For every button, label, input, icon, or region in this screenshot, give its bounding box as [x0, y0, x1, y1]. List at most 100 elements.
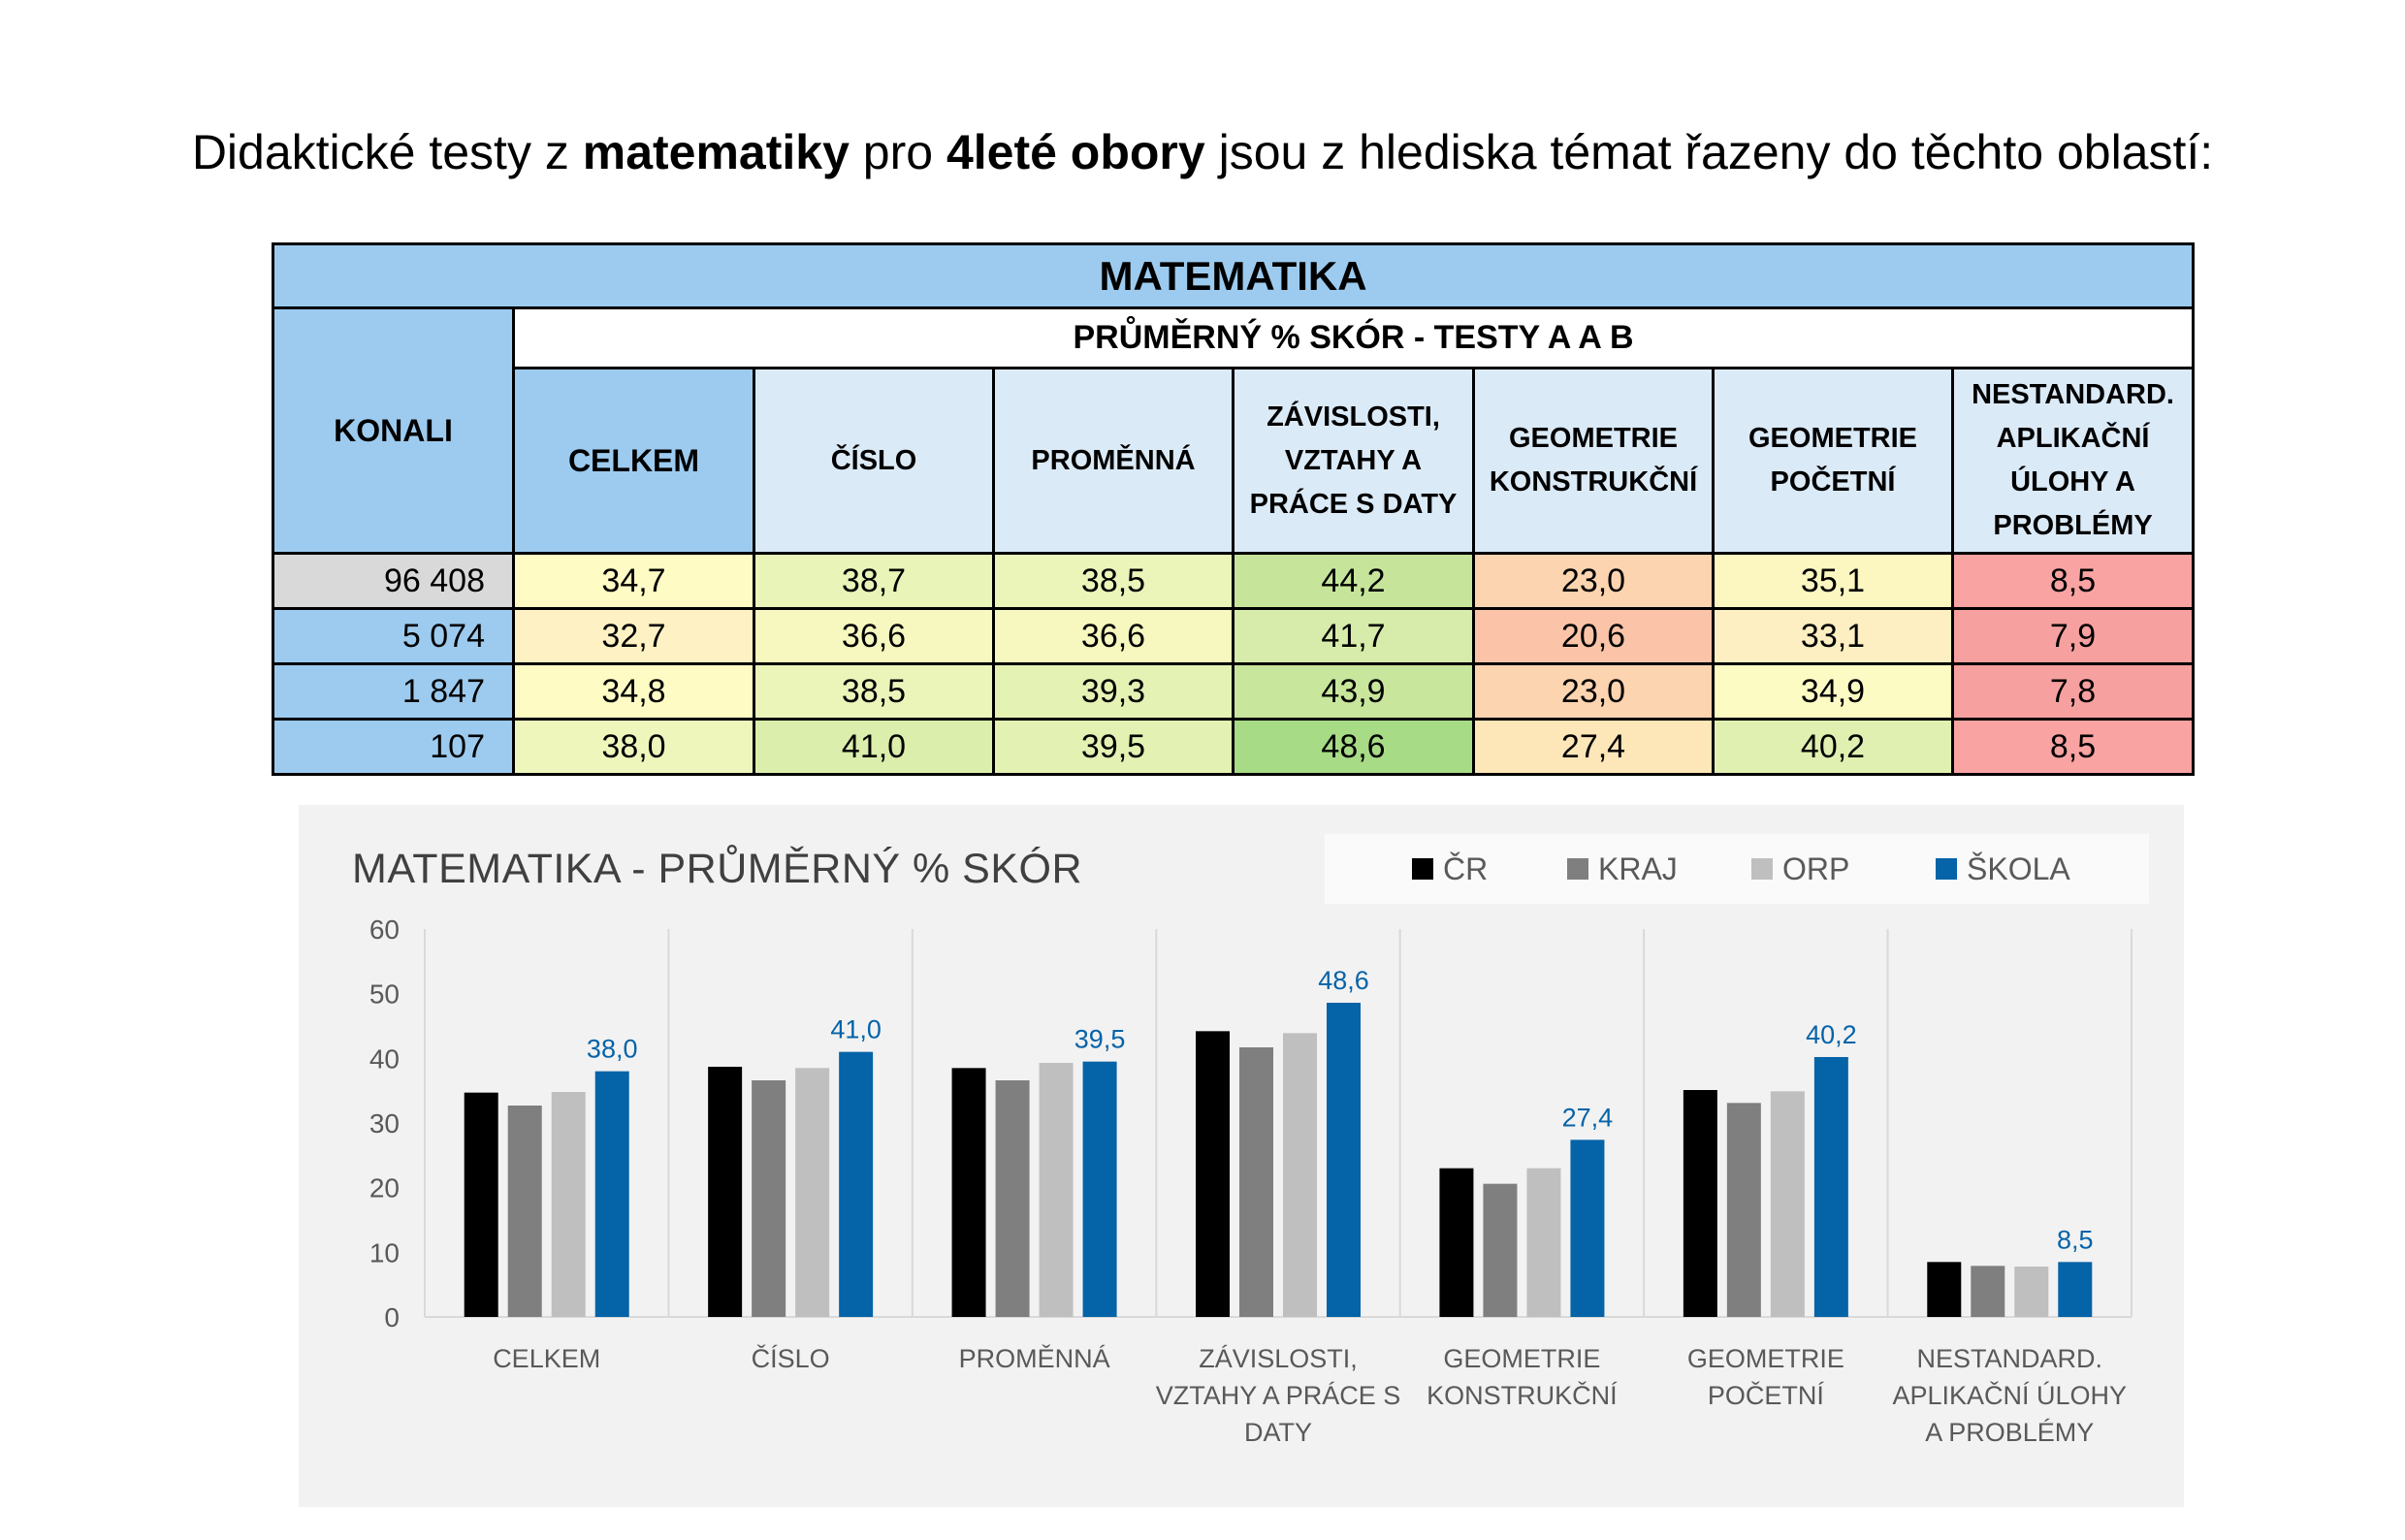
- score-cell: 34,8: [512, 662, 755, 721]
- results-table: MATEMATIKA KONALI PRŮMĚRNÝ % SKÓR - TEST…: [271, 242, 2196, 776]
- legend-item: KRAJ: [1567, 834, 1678, 904]
- chart-title: MATEMATIKA - PRŮMĚRNÝ % SKÓR: [352, 846, 1083, 892]
- data-label: 8,5: [2057, 1225, 2094, 1254]
- data-label: 40,2: [1806, 1020, 1857, 1049]
- bar: [1082, 1061, 1117, 1317]
- column-header-line: ZÁVISLOSTI,: [1267, 401, 1440, 433]
- intro-bold-program: 4leté obory: [946, 125, 1205, 179]
- table-row: 96 408 34,7 38,7 38,5 44,2 23,0 35,1 8,5: [272, 552, 2196, 610]
- column-header-line: APLIKAČNÍ: [1996, 423, 2150, 454]
- score-cell: 40,2: [1712, 718, 1954, 776]
- bar: [1570, 1139, 1605, 1317]
- column-header-line: KONSTRUKČNÍ: [1489, 466, 1698, 497]
- column-header-line: PROMĚNNÁ: [1031, 444, 1196, 476]
- table-subheader: PRŮMĚRNÝ % SKÓR - TESTY A A B: [511, 306, 2196, 369]
- column-header-line: PROBLÉMY: [1993, 510, 2153, 541]
- bar-chart: 0 10 20 30 40 50 60 38,0 CELKEM 41,0 ČÍSLO 39,5 PROM…: [369, 914, 2132, 1447]
- column-header-line: NESTANDARD.: [1972, 379, 2174, 410]
- intro-bold-subject: matematiky: [582, 125, 850, 179]
- score-cell: 38,5: [992, 552, 1235, 610]
- score-cell: 7,8: [1950, 662, 2196, 721]
- intro-sentence: Didaktické testy z matematiky pro 4leté …: [0, 124, 2405, 180]
- column-header-line: PRÁCE S DATY: [1249, 488, 1458, 520]
- table-row: 1 847 34,8 38,5 39,3 43,9 23,0 34,9 7,8: [272, 662, 2196, 721]
- bar: [708, 1067, 743, 1317]
- konali-cell: 5 074: [272, 607, 515, 665]
- x-tick-label: KONSTRUKČNÍ: [1427, 1380, 1618, 1410]
- bar: [2058, 1262, 2093, 1317]
- score-cell: 35,1: [1712, 552, 1954, 610]
- bar: [795, 1068, 830, 1317]
- x-tick-label: APLIKAČNÍ ÚLOHY: [1892, 1380, 2127, 1410]
- legend-label: ČR: [1443, 850, 1489, 886]
- bar: [1239, 1047, 1273, 1317]
- chart-panel: 0 10 20 30 40 50 60 38,0 CELKEM 41,0 ČÍSLO 39,5 PROM…: [299, 805, 2184, 1507]
- column-header: PROMĚNNÁ: [992, 367, 1235, 555]
- score-cell: 36,6: [992, 607, 1235, 665]
- table-body: 96 408 34,7 38,7 38,5 44,2 23,0 35,1 8,5 5 074 32…: [272, 552, 2196, 776]
- column-header: NESTANDARD. APLIKAČNÍ ÚLOHY A PROBLÉMY: [1950, 367, 2196, 555]
- bar: [951, 1068, 986, 1317]
- table-title: MATEMATIKA: [271, 242, 2196, 309]
- bar: [1770, 1091, 1805, 1317]
- y-tick-label: 40: [369, 1043, 400, 1074]
- score-cell: 39,5: [992, 718, 1235, 776]
- score-cell: 38,7: [753, 552, 995, 610]
- legend-item: ČR: [1412, 834, 1488, 904]
- y-tick-label: 50: [369, 979, 400, 1010]
- column-header-line: CELKEM: [567, 442, 700, 478]
- bar: [1526, 1168, 1561, 1317]
- bar: [464, 1092, 498, 1317]
- konali-cell: 96 408: [272, 552, 515, 610]
- intro-text-2: pro: [849, 125, 946, 179]
- column-header-line: GEOMETRIE: [1508, 423, 1678, 454]
- legend-item: ORP: [1751, 834, 1849, 904]
- bar: [1971, 1266, 2005, 1317]
- y-tick-label: 60: [369, 914, 400, 945]
- data-label: 39,5: [1074, 1025, 1126, 1054]
- column-header-line: ÚLOHY A: [2010, 466, 2135, 497]
- column-header: ČÍSLO: [753, 367, 995, 555]
- bar: [507, 1106, 542, 1317]
- y-tick-label: 10: [369, 1237, 400, 1267]
- column-header-line: POČETNÍ: [1770, 466, 1896, 497]
- bar: [1439, 1168, 1474, 1317]
- data-label: 41,0: [830, 1015, 882, 1044]
- bar: [1927, 1262, 1962, 1317]
- x-tick-label: GEOMETRIE: [1687, 1344, 1844, 1373]
- bar: [752, 1080, 786, 1317]
- bar: [1683, 1090, 1717, 1317]
- score-cell: 33,1: [1712, 607, 1954, 665]
- score-cell: 41,7: [1232, 607, 1475, 665]
- score-cell: 32,7: [512, 607, 755, 665]
- bar: [1039, 1063, 1074, 1317]
- legend-label: ORP: [1782, 850, 1850, 886]
- data-label: 48,6: [1318, 966, 1369, 995]
- bar: [995, 1080, 1030, 1317]
- score-cell: 23,0: [1472, 552, 1715, 610]
- column-header: GEOMETRIE KONSTRUKČNÍ: [1472, 367, 1715, 555]
- column-header-line: ČÍSLO: [830, 444, 917, 476]
- score-cell: 38,0: [512, 718, 755, 776]
- column-header-line: GEOMETRIE: [1748, 423, 1917, 454]
- legend-swatch: [1751, 858, 1773, 880]
- score-cell: 44,2: [1232, 552, 1475, 610]
- x-tick-label: GEOMETRIE: [1443, 1344, 1600, 1373]
- intro-text-3: jsou z hlediska témat řazeny do těchto o…: [1204, 125, 2214, 179]
- y-tick-label: 30: [369, 1108, 400, 1139]
- bar: [551, 1092, 586, 1317]
- bar: [1283, 1033, 1317, 1317]
- bar: [1483, 1183, 1518, 1317]
- data-label: 27,4: [1562, 1103, 1614, 1132]
- bar: [2014, 1267, 2049, 1317]
- score-cell: 43,9: [1232, 662, 1475, 721]
- x-tick-label: ČÍSLO: [752, 1343, 830, 1373]
- score-cell: 8,5: [1950, 718, 2196, 776]
- legend-label: ŠKOLA: [1967, 850, 2070, 886]
- table-row: 5 074 32,7 36,6 36,6 41,7 20,6 33,1 7,9: [272, 607, 2196, 665]
- score-cell: 41,0: [753, 718, 995, 776]
- konali-cell: 107: [272, 718, 515, 776]
- x-tick-label: ZÁVISLOSTI,: [1199, 1344, 1358, 1373]
- x-tick-label: DATY: [1244, 1418, 1312, 1447]
- legend-swatch: [1567, 858, 1588, 880]
